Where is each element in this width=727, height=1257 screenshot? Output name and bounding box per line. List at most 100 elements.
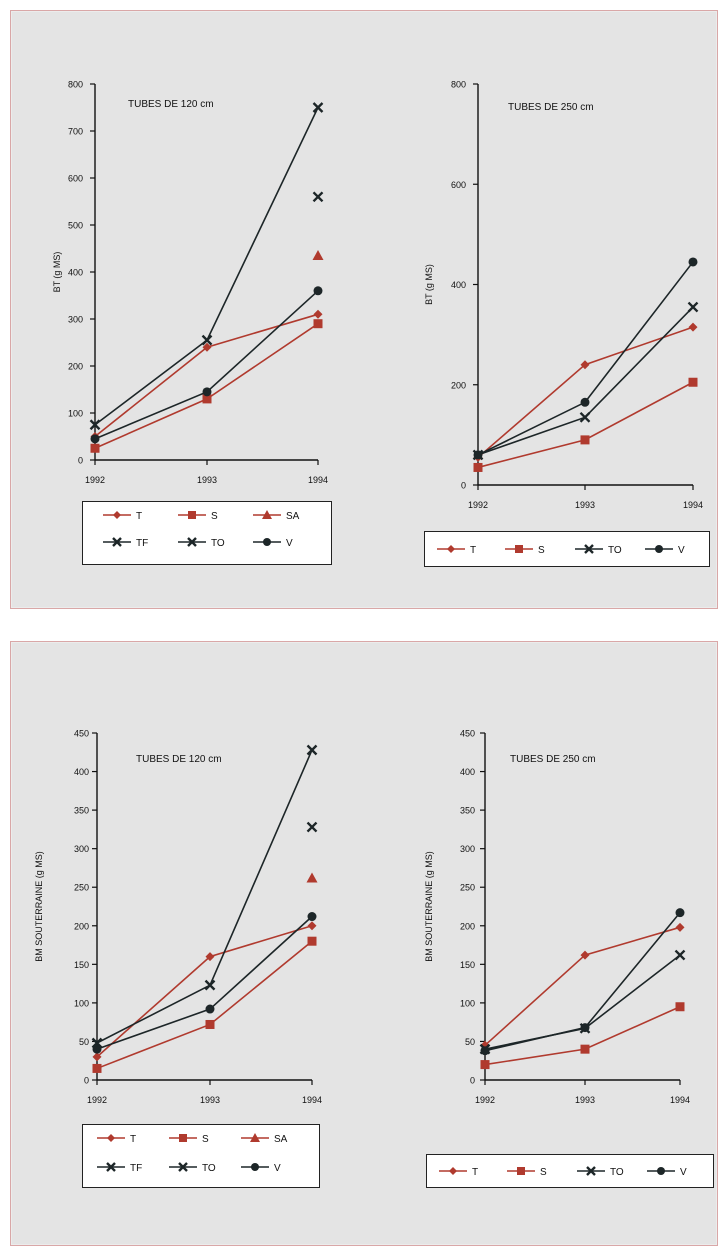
y-tick-label: 800 (68, 80, 83, 90)
point-T (307, 921, 317, 931)
legend-label-SA: SA (274, 1134, 288, 1145)
y-tick-label: 250 (460, 883, 475, 893)
point-S (202, 394, 212, 404)
y-tick-label: 450 (460, 729, 475, 739)
legend-marker-TO (178, 1162, 188, 1172)
y-tick-label: 100 (68, 409, 83, 419)
y-tick-label: 700 (68, 127, 83, 137)
y-tick-label: 300 (74, 844, 89, 854)
series-line-TO (477, 306, 694, 456)
point-V (580, 1023, 590, 1033)
legend-label-V: V (678, 545, 685, 556)
point-TO (687, 301, 699, 313)
point-S (313, 319, 323, 329)
y-tick-label: 150 (460, 960, 475, 970)
legend-marker-V (251, 1163, 259, 1171)
point-S (205, 1019, 215, 1029)
series-line-V (477, 261, 694, 456)
legend-label-V: V (274, 1163, 281, 1174)
legend-label-V: V (680, 1167, 687, 1178)
point-T (205, 952, 215, 962)
point-TO (674, 949, 686, 961)
chart-title: TUBES DE 250 cm (510, 754, 596, 765)
point-V (473, 450, 483, 460)
y-tick-label: 500 (68, 221, 83, 231)
legend-marker-TO (584, 544, 594, 554)
y-tick-label: 50 (465, 1037, 475, 1047)
y-tick-label: 200 (68, 362, 83, 372)
point-S (92, 1063, 102, 1073)
point-T (688, 322, 698, 332)
y-tick-label: 250 (74, 883, 89, 893)
y-tick-label: 0 (78, 456, 83, 466)
legend-marker-T (113, 511, 121, 519)
legend-marker-S (517, 1167, 525, 1175)
y-tick-label: 450 (74, 729, 89, 739)
point-V (580, 397, 590, 407)
legend-bm-tubes-250: T S TO V (426, 1154, 714, 1188)
legend-svg: T S SA TF TO V (103, 510, 300, 549)
chart-title: TUBES DE 120 cm (128, 99, 214, 110)
legend-svg: T S SA TF TO V (97, 1133, 288, 1174)
y-tick-label: 200 (451, 380, 466, 390)
legend-label-TO: TO (608, 545, 622, 556)
chart-0: 0 100 200 300 400 500 600 700 800 1992 1993 1994 TUB… (52, 80, 328, 486)
y-tick-label: 200 (460, 921, 475, 931)
y-tick-label: 400 (74, 767, 89, 777)
legend-bt-tubes-120: T S SA TF TO V (82, 501, 332, 565)
y-axis-label: BT (g MS) (424, 264, 434, 305)
y-tick-label: 400 (68, 268, 83, 278)
y-tick-label: 50 (79, 1037, 89, 1047)
point-TF (204, 979, 216, 991)
chart-title: TUBES DE 250 cm (508, 102, 594, 113)
point-T (202, 342, 212, 352)
y-tick-label: 0 (84, 1076, 89, 1086)
legend-label-T: T (136, 511, 142, 522)
legend-marker-T (107, 1134, 115, 1142)
point-V (480, 1046, 490, 1056)
point-TF (201, 334, 213, 346)
y-tick-label: 600 (451, 180, 466, 190)
series-line-S (96, 940, 313, 1070)
y-tick-label: 300 (460, 844, 475, 854)
y-tick-label: 400 (451, 280, 466, 290)
point-TF (312, 102, 324, 113)
x-tick-label: 1993 (575, 1095, 595, 1105)
legend-label-TF: TF (130, 1163, 142, 1174)
point-T (92, 1052, 102, 1062)
chart-1: 0 200 400 600 800 1992 1993 1994 TUBES DE 250 cm… (424, 80, 703, 511)
point-T (675, 922, 685, 932)
y-tick-label: 400 (460, 767, 475, 777)
legend-svg: T S TO V (437, 544, 685, 556)
legend-marker-T (447, 545, 455, 553)
point-V (205, 1004, 215, 1014)
legend-bm-tubes-120: T S SA TF TO V (82, 1124, 320, 1188)
y-tick-label: 200 (74, 921, 89, 931)
x-tick-label: 1992 (468, 500, 488, 510)
x-tick-label: 1993 (575, 500, 595, 510)
legend-label-S: S (211, 511, 218, 522)
legend-marker-T (449, 1167, 457, 1175)
point-T (580, 950, 590, 960)
point-S (480, 1060, 490, 1070)
series-line-TO (484, 954, 681, 1050)
point-V (688, 257, 698, 267)
point-V (90, 434, 100, 444)
series-line-T (94, 313, 319, 438)
point-S (580, 1044, 590, 1054)
point-S (688, 377, 698, 387)
legend-label-TF: TF (136, 538, 148, 549)
legend-label-T: T (472, 1167, 478, 1178)
series-line-V (94, 290, 319, 440)
chart-2: 0 50 100 150 200 250 300 350 400 450 1992 1993 1994 T… (34, 729, 322, 1106)
point-TO (312, 191, 324, 203)
legend-label-SA: SA (286, 511, 300, 522)
point-TO (306, 821, 318, 833)
legend-marker-V (657, 1167, 665, 1175)
legend-marker-S (515, 545, 523, 553)
x-tick-label: 1994 (683, 500, 703, 510)
legend-marker-SA (250, 1133, 260, 1142)
legend-label-TO: TO (211, 538, 225, 549)
y-tick-label: 150 (74, 960, 89, 970)
y-tick-label: 300 (68, 315, 83, 325)
